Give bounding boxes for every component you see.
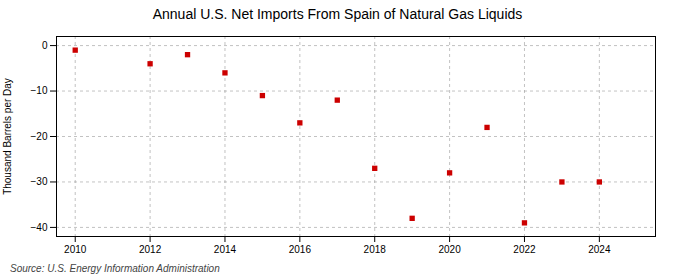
html-text:Annual U.S. Net Imports From S: Annual U.S. Net Imports From Spain of Na… bbox=[152, 6, 523, 22]
svg-text:Thousand Barrels per Day: Thousand Barrels per Day bbox=[2, 78, 13, 195]
svg-text:2020: 2020 bbox=[438, 244, 461, 255]
svg-text:−10: −10 bbox=[31, 85, 48, 96]
html-text:Source: U.S. Energy Informatio: Source: U.S. Energy Information Administ… bbox=[10, 263, 220, 274]
svg-text:0: 0 bbox=[42, 40, 48, 51]
svg-text:−30: −30 bbox=[31, 176, 48, 187]
svg-text:2010: 2010 bbox=[64, 244, 87, 255]
svg-text:−20: −20 bbox=[31, 131, 48, 142]
svg-text:2016: 2016 bbox=[289, 244, 312, 255]
svg-text:−40: −40 bbox=[31, 222, 48, 233]
svg-text:2022: 2022 bbox=[513, 244, 536, 255]
svg-text:2018: 2018 bbox=[364, 244, 387, 255]
svg-text:2012: 2012 bbox=[139, 244, 162, 255]
svg-text:2014: 2014 bbox=[214, 244, 237, 255]
svg-text:2024: 2024 bbox=[588, 244, 611, 255]
